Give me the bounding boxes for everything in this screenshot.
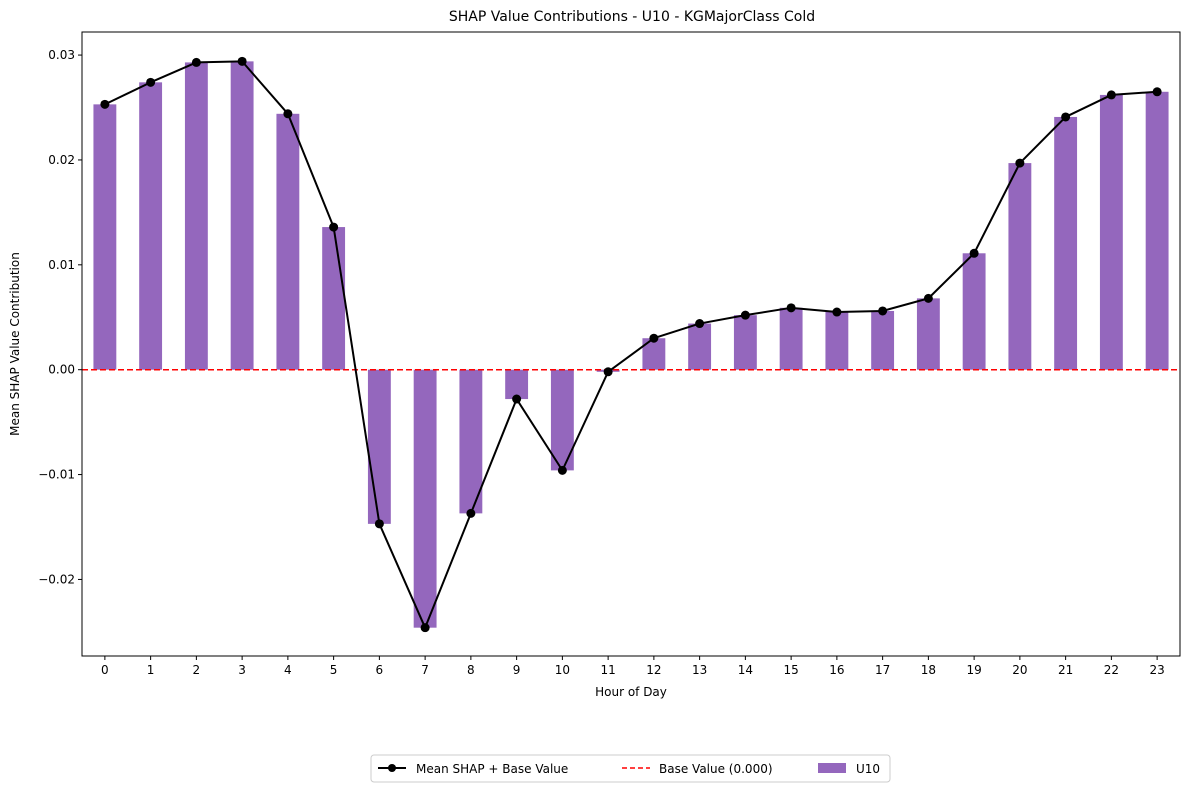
- line-point-hour-15: [786, 303, 796, 313]
- y-tick-label: −0.02: [38, 572, 75, 586]
- x-tick-label: 22: [1104, 663, 1119, 677]
- bar-hour-4: [276, 113, 300, 370]
- x-tick-label: 7: [421, 663, 429, 677]
- bar-hour-20: [1008, 163, 1032, 370]
- mean-shap-line: [104, 60, 1158, 629]
- bar-hour-23: [1145, 91, 1169, 370]
- line-point-hour-20: [1015, 158, 1025, 168]
- x-tick-label: 0: [101, 663, 109, 677]
- line-point-hour-16: [832, 307, 842, 317]
- line-point-hour-6: [374, 519, 384, 529]
- bar-hour-12: [642, 338, 666, 370]
- legend-label-baseline: Base Value (0.000): [659, 762, 773, 776]
- line-point-hour-5: [329, 222, 339, 232]
- line-point-hour-19: [969, 248, 979, 258]
- line-point-hour-1: [146, 77, 156, 87]
- x-tick-label: 1: [147, 663, 155, 677]
- line-point-hour-0: [100, 99, 110, 109]
- y-tick-label: 0.00: [48, 363, 75, 377]
- line-point-hour-21: [1061, 112, 1071, 122]
- line-point-hour-3: [237, 56, 247, 66]
- x-tick-label: 17: [875, 663, 890, 677]
- line-point-hour-8: [466, 508, 476, 518]
- bar-hour-0: [93, 104, 117, 370]
- x-tick-label: 23: [1149, 663, 1164, 677]
- x-tick-label: 11: [600, 663, 615, 677]
- y-tick-label: 0.01: [48, 258, 75, 272]
- line-point-hour-4: [283, 109, 293, 119]
- bar-hour-6: [367, 369, 391, 524]
- line-point-hour-17: [878, 306, 888, 316]
- x-tick-label: 9: [513, 663, 521, 677]
- x-tick-label: 2: [193, 663, 201, 677]
- bar-hour-19: [962, 253, 986, 370]
- x-tick-label: 6: [376, 663, 384, 677]
- bar-hour-10: [550, 369, 574, 471]
- x-tick-label: 14: [738, 663, 753, 677]
- x-tick-label: 16: [829, 663, 844, 677]
- x-tick-label: 8: [467, 663, 475, 677]
- y-tick-label: 0.03: [48, 48, 75, 62]
- bar-hour-9: [505, 369, 529, 400]
- line-point-hour-7: [420, 623, 430, 633]
- x-tick-label: 15: [783, 663, 798, 677]
- x-tick-label: 5: [330, 663, 338, 677]
- y-axis-ticks: −0.02 −0.01 0.00 0.01 0.02 0.03: [38, 48, 82, 586]
- bar-hour-21: [1054, 116, 1078, 370]
- bar-hour-2: [184, 62, 208, 370]
- line-point-hour-18: [923, 293, 933, 303]
- line-point-hour-9: [512, 394, 522, 404]
- x-tick-label: 3: [238, 663, 246, 677]
- line-point-hour-10: [557, 465, 567, 475]
- line-point-hour-2: [191, 57, 201, 67]
- x-tick-label: 21: [1058, 663, 1073, 677]
- x-tick-label: 20: [1012, 663, 1027, 677]
- x-tick-label: 4: [284, 663, 292, 677]
- line-point-hour-12: [649, 333, 659, 343]
- x-tick-label: 12: [646, 663, 661, 677]
- line-point-hour-22: [1106, 90, 1116, 100]
- bar-hour-1: [139, 82, 163, 370]
- line-point-hour-14: [740, 310, 750, 320]
- line-point-hour-13: [695, 319, 705, 329]
- y-tick-label: −0.01: [38, 468, 75, 482]
- bar-hour-7: [413, 369, 437, 628]
- x-axis-ticks: 0 1 2 3 4 5 6 7 8 9 10 11 12 13 14 15 16 17 18 19 20 21 22 23: [101, 656, 1165, 677]
- bar-hour-22: [1099, 94, 1123, 370]
- legend-label-line: Mean SHAP + Base Value: [416, 762, 568, 776]
- line-point-hour-11: [603, 367, 613, 377]
- y-tick-label: 0.02: [48, 153, 75, 167]
- bar-hour-17: [871, 310, 895, 370]
- x-tick-label: 10: [555, 663, 570, 677]
- bar-hour-3: [230, 61, 254, 370]
- line-point-hour-23: [1152, 87, 1162, 97]
- chart-title: SHAP Value Contributions - U10 - KGMajor…: [449, 9, 815, 25]
- bar-hour-14: [733, 315, 757, 370]
- plot-frame: [81, 31, 1181, 657]
- y-axis-label: Mean SHAP Value Contribution: [8, 252, 22, 436]
- line-series-group: [100, 56, 1162, 633]
- x-tick-label: 19: [966, 663, 981, 677]
- bar-hour-13: [688, 323, 712, 370]
- x-tick-label: 13: [692, 663, 707, 677]
- bars-group: [93, 61, 1169, 628]
- bar-hour-8: [459, 369, 483, 514]
- legend: Mean SHAP + Base Value Base Value (0.000…: [370, 754, 891, 783]
- bar-hour-5: [322, 227, 346, 370]
- legend-label-bar: U10: [856, 762, 880, 776]
- x-tick-label: 18: [921, 663, 936, 677]
- legend-bar-swatch: [818, 763, 846, 773]
- legend-line-marker: [388, 764, 396, 772]
- bar-hour-15: [779, 307, 803, 370]
- x-axis-label: Hour of Day: [595, 685, 667, 699]
- bar-hour-16: [825, 312, 849, 370]
- bar-hour-18: [916, 298, 940, 370]
